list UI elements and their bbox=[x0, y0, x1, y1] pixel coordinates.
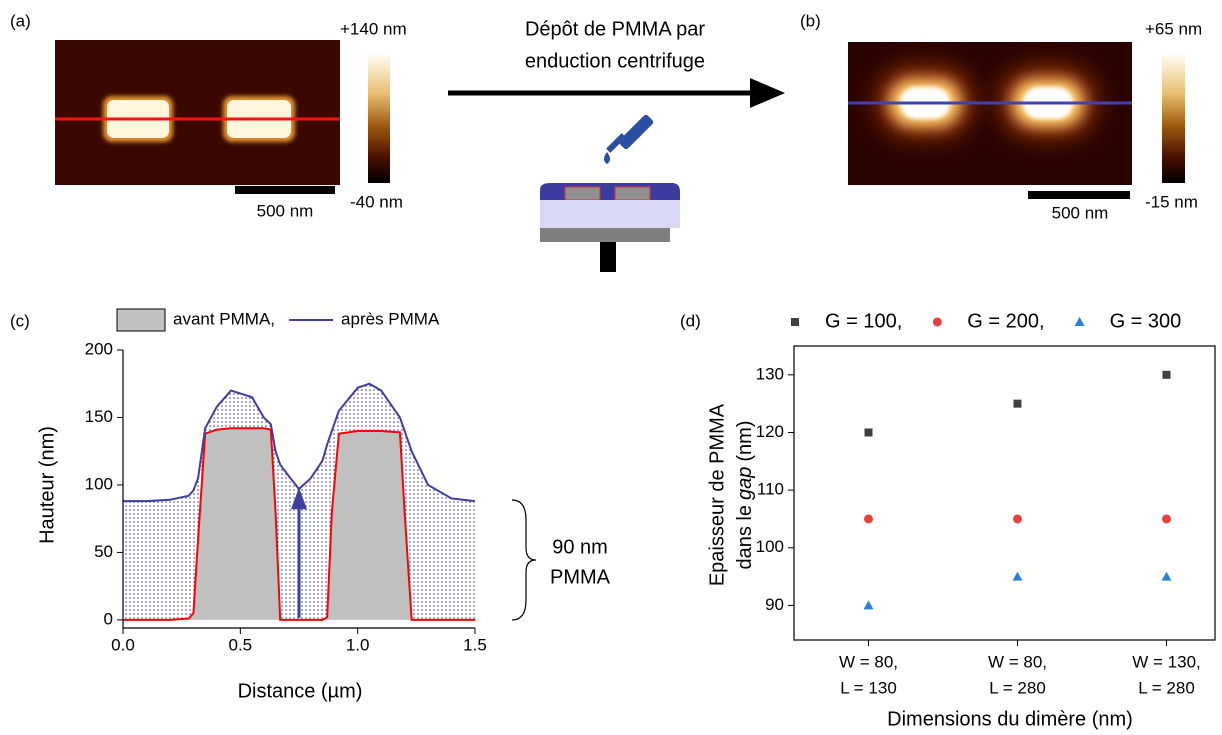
colorbar-max: +140 nm bbox=[340, 19, 407, 38]
x-tick-label: L = 130 bbox=[840, 678, 897, 697]
x-tick-label: 1.0 bbox=[346, 635, 370, 654]
legend-swatch bbox=[791, 318, 799, 326]
area-outline bbox=[123, 427, 475, 621]
x-axis-label: Dimensions du dimère (nm) bbox=[887, 708, 1133, 730]
y-tick-label: 50 bbox=[94, 542, 113, 561]
colorbar-min: -40 nm bbox=[350, 192, 403, 211]
legend-label: G = 200, bbox=[967, 310, 1044, 332]
x-tick-label: W = 80, bbox=[988, 652, 1047, 671]
point bbox=[864, 428, 873, 437]
y-tick-label: 150 bbox=[85, 407, 113, 426]
y-axis-label: Hauteur (nm) bbox=[36, 426, 58, 544]
y-tick-label: 100 bbox=[756, 537, 784, 556]
panel-label: (b) bbox=[800, 11, 821, 30]
afm-image-a bbox=[55, 40, 340, 185]
legend-label: après PMMA bbox=[341, 309, 440, 328]
x-tick-label: L = 280 bbox=[1138, 678, 1195, 697]
x-axis-label: Distance (µm) bbox=[238, 680, 363, 702]
scale-bar bbox=[235, 186, 335, 194]
legend-swatch bbox=[116, 308, 166, 332]
colorbar-min: -15 nm bbox=[1145, 192, 1198, 211]
legend-label: G = 100, bbox=[825, 310, 902, 332]
y-tick-label: 110 bbox=[757, 480, 784, 499]
panel-label: (c) bbox=[10, 311, 30, 330]
process-arrow-head bbox=[750, 78, 785, 108]
afm-image-b bbox=[848, 42, 1132, 185]
point bbox=[864, 514, 873, 524]
point bbox=[863, 600, 874, 610]
y-axis-label-part: gap bbox=[734, 467, 756, 500]
legend-label: avant PMMA, bbox=[173, 309, 275, 328]
panel-label: (a) bbox=[10, 11, 31, 30]
brace bbox=[511, 499, 537, 621]
y-axis-label-part: dans le bbox=[734, 505, 756, 570]
point bbox=[1013, 514, 1022, 524]
x-tick-label: 0.5 bbox=[229, 635, 253, 654]
x-tick-label: 1.5 bbox=[463, 635, 487, 654]
scale-bar-label: 500 nm bbox=[257, 201, 314, 220]
process-label: enduction centrifuge bbox=[525, 50, 705, 72]
annotation: PMMA bbox=[550, 566, 611, 588]
scale-bar bbox=[1028, 191, 1130, 199]
y-axis-label: Epaisseur de PMMA bbox=[706, 403, 728, 586]
y-tick-label: 90 bbox=[765, 595, 784, 614]
point bbox=[1013, 399, 1022, 408]
area bbox=[123, 428, 475, 620]
spin-coater-icon bbox=[540, 114, 680, 272]
point bbox=[1162, 370, 1171, 379]
legend-label: G = 300 bbox=[1110, 310, 1182, 332]
legend-swatch bbox=[932, 317, 942, 327]
y-tick-label: 100 bbox=[85, 474, 113, 493]
colorbar bbox=[368, 55, 390, 183]
x-tick-label: L = 280 bbox=[989, 678, 1046, 697]
colorbar bbox=[1162, 55, 1185, 183]
line bbox=[123, 382, 476, 503]
y-axis-label-part: (nm) bbox=[734, 421, 756, 462]
plot-frame bbox=[793, 345, 1216, 641]
x-tick-label: W = 80, bbox=[839, 652, 898, 671]
y-tick-label: 200 bbox=[85, 339, 113, 358]
annotation: 90 nm bbox=[552, 536, 608, 558]
y-axis-label: dans le gap (nm) bbox=[734, 421, 756, 570]
colorbar-max: +65 nm bbox=[1145, 19, 1202, 38]
y-tick-label: 0 bbox=[104, 609, 113, 628]
arrow-head bbox=[291, 487, 307, 510]
scale-bar-label: 500 nm bbox=[1052, 203, 1109, 222]
x-tick-label: 0.0 bbox=[111, 635, 135, 654]
x-tick-label: W = 130, bbox=[1132, 652, 1201, 671]
process-label: Dépôt de PMMA par bbox=[525, 18, 705, 40]
y-tick-label: 120 bbox=[756, 422, 784, 441]
point bbox=[1162, 514, 1171, 524]
legend-swatch bbox=[1074, 317, 1085, 326]
panel-label: (d) bbox=[680, 311, 701, 330]
point bbox=[1012, 571, 1023, 581]
y-tick-label: 130 bbox=[756, 364, 784, 383]
point bbox=[1161, 571, 1172, 581]
